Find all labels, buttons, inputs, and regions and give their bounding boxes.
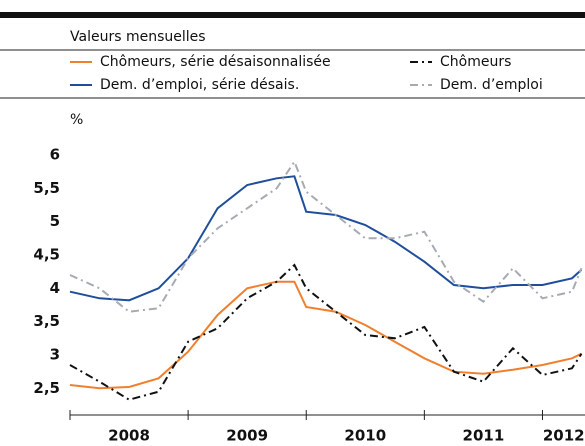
y-tick-label: 5,5	[33, 179, 60, 197]
series-line	[69, 263, 583, 401]
series-line	[69, 280, 582, 390]
y-tick-label: 4,5	[33, 246, 60, 264]
y-tick-label: 3	[50, 346, 60, 364]
y-axis-label: %	[70, 112, 83, 128]
series-line	[69, 175, 583, 302]
legend-label: Dem. d’emploi	[440, 77, 543, 93]
y-tick-label: 3,5	[33, 312, 60, 330]
subtitle: Valeurs mensuelles	[70, 29, 206, 45]
x-tick-label: 2012	[543, 427, 585, 445]
y-tick-label: 5	[50, 212, 60, 230]
x-tick-label: 2009	[226, 427, 268, 445]
legend-label: Chômeurs	[440, 54, 511, 70]
y-tick-label: 4	[50, 279, 60, 297]
y-tick-label: 2,5	[33, 379, 60, 397]
series-line	[69, 159, 583, 313]
x-tick-label: 2008	[108, 427, 150, 445]
y-tick-label: 6	[50, 146, 60, 164]
x-tick-label: 2010	[344, 427, 386, 445]
title-bar	[0, 12, 585, 18]
x-tick-label: 2011	[463, 427, 505, 445]
legend-label: Chômeurs, série désaisonnalisée	[100, 54, 331, 70]
legend-label: Dem. d’emploi, série désais.	[100, 77, 299, 93]
